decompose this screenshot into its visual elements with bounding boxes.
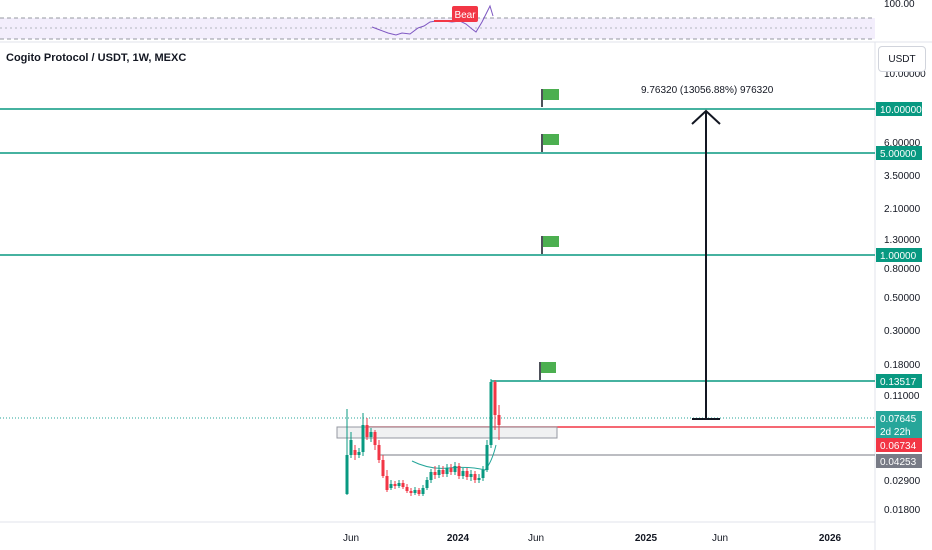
price-badge [876, 374, 922, 388]
candle-body [413, 490, 417, 493]
bear-signal-badge [452, 6, 478, 22]
candle-body [377, 445, 381, 460]
price-tick-label: 0.30000 [884, 326, 921, 337]
price-badges: 10.00000 5.00000 1.00000 0.13517 0.07645 2d 2… [876, 102, 922, 468]
candle-body [433, 472, 437, 475]
candle-body [381, 460, 385, 476]
measure-label: 9.76320 (13056.88%) 976320 [641, 85, 774, 96]
price-badge [876, 146, 922, 160]
candle-body [405, 487, 409, 491]
candle-body [385, 476, 389, 490]
candle-body [497, 415, 501, 425]
candle-body [429, 472, 433, 480]
price-tick-label: 0.80000 [884, 264, 921, 275]
currency-selector[interactable]: USDT [878, 46, 926, 72]
bear-signal-label: Bear [454, 10, 476, 21]
price-badge-label: 0.06734 [880, 441, 917, 452]
measure-arrow[interactable] [691, 109, 721, 420]
candle-body [461, 471, 465, 476]
price-badge-label: 10.00000 [880, 105, 922, 116]
candle-body [457, 466, 461, 476]
time-axis[interactable]: Jun 2024 Jun 2025 Jun 2026 [343, 533, 842, 544]
candles [345, 379, 501, 496]
flag-marker[interactable] [541, 134, 559, 152]
candle-body [485, 445, 489, 470]
price-tick-label: 0.18000 [884, 360, 921, 371]
candle-body [493, 382, 497, 415]
flag-marker[interactable] [539, 362, 556, 380]
time-tick-label: Jun [343, 533, 359, 544]
flag-marker[interactable] [541, 236, 559, 254]
price-badge-label: 0.07645 [880, 414, 917, 425]
price-badge [876, 454, 922, 468]
price-tick-label: 1.30000 [884, 235, 921, 246]
price-badge-label: 5.00000 [880, 149, 917, 160]
time-tick-label: 2025 [635, 533, 658, 544]
price-badge [876, 411, 922, 425]
candle-body [397, 483, 401, 486]
candle-body [369, 432, 373, 437]
candle-body [445, 468, 449, 474]
symbol-title[interactable]: Cogito Protocol / USDT, 1W, MEXC [6, 52, 186, 64]
flag-marker[interactable] [541, 89, 559, 107]
candle-body [441, 470, 445, 474]
price-badge-label: 0.13517 [880, 377, 917, 388]
candle-body [353, 450, 357, 455]
zone-rectangle[interactable] [336, 426, 558, 439]
price-badge [876, 248, 922, 262]
candle-body [449, 468, 453, 472]
price-tick-label: 2.10000 [884, 204, 921, 215]
price-badge-label: 2d 22h [880, 427, 911, 438]
candle-body [477, 478, 481, 480]
price-axis[interactable]: 10.00000 6.00000 3.50000 2.10000 1.30000 0.80… [884, 69, 926, 516]
candle-body [465, 471, 469, 477]
price-tick-label: 6.00000 [884, 138, 921, 149]
candle-body [473, 474, 477, 480]
candle-body [357, 452, 361, 455]
candle-body [469, 474, 473, 477]
candle-body [389, 484, 393, 488]
price-tick-label: 0.01800 [884, 505, 921, 516]
price-tick-label: 0.11000 [884, 391, 920, 402]
price-tick-label: 3.50000 [884, 171, 921, 182]
price-badge-label: 0.04253 [880, 457, 917, 468]
price-badge [876, 438, 922, 452]
indicator-level-label: 100.00 [884, 0, 915, 10]
price-badge [876, 424, 922, 438]
time-tick-label: Jun [712, 533, 728, 544]
ma-curve [411, 444, 497, 471]
candle-body [349, 440, 353, 455]
candle-body [393, 484, 397, 486]
time-tick-label: 2024 [447, 533, 470, 544]
price-tick-label: 10.00000 [884, 69, 926, 80]
candle-body [417, 490, 421, 494]
candle-body [409, 491, 413, 493]
candle-body [361, 425, 365, 452]
candle-body [481, 470, 485, 478]
time-tick-label: Jun [528, 533, 544, 544]
price-tick-label: 0.50000 [884, 293, 921, 304]
price-badge [876, 102, 922, 116]
candle-body [425, 480, 429, 488]
candle-body [421, 488, 425, 494]
price-tick-label: 0.02900 [884, 476, 921, 487]
candle-body [453, 466, 457, 472]
candle-body [345, 455, 349, 494]
candle-body [365, 425, 369, 437]
indicator-pane: Bear [0, 4, 875, 40]
candle-body [437, 470, 441, 475]
candle-body [401, 483, 405, 487]
price-badge-label: 1.00000 [880, 251, 917, 262]
candle-body [373, 432, 377, 445]
candle-body [489, 382, 493, 445]
time-tick-label: 2026 [819, 533, 842, 544]
